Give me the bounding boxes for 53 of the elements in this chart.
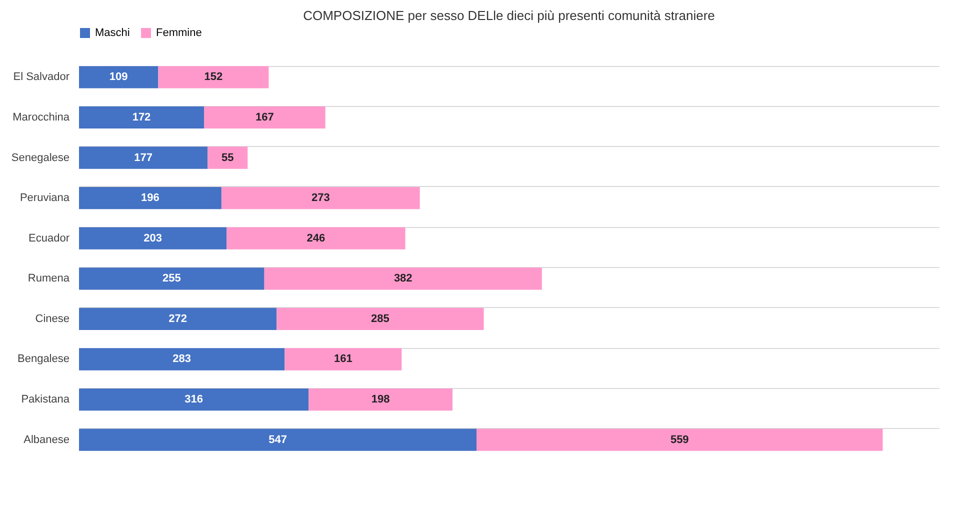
bar	[158, 66, 269, 88]
bar	[79, 106, 204, 129]
y-tick-label: El Salvador	[13, 71, 70, 84]
bar	[284, 348, 402, 370]
bar	[79, 186, 222, 210]
bar	[79, 348, 285, 370]
bar	[308, 388, 453, 411]
data-label: 177	[134, 152, 152, 164]
data-label: 203	[144, 232, 162, 244]
bar	[276, 308, 484, 330]
bar	[264, 268, 542, 290]
data-label: 152	[204, 71, 223, 84]
bar	[79, 268, 264, 290]
y-tick-label: Bengalese	[18, 353, 70, 366]
data-label: 167	[255, 111, 274, 124]
y-tick-label: Albanese	[24, 434, 70, 446]
data-label: 255	[162, 272, 181, 285]
data-label: 283	[172, 353, 192, 366]
y-tick-label: Pakistana	[21, 394, 70, 406]
data-label: 172	[132, 111, 151, 124]
y-tick-label: Senegalese	[11, 152, 70, 164]
legend-label: Femmine	[156, 27, 202, 39]
data-label: 196	[141, 192, 160, 204]
bar	[204, 106, 326, 129]
bar	[226, 227, 406, 250]
data-label: 559	[670, 434, 689, 446]
data-label: 273	[311, 192, 330, 204]
y-tick-label: Cinese	[35, 312, 70, 325]
bar	[208, 146, 248, 169]
y-tick-label: Peruviana	[20, 192, 70, 204]
bar	[79, 428, 477, 451]
data-label: 382	[394, 272, 412, 285]
y-tick-label: Rumena	[28, 272, 70, 285]
bar	[79, 227, 227, 250]
bar	[79, 308, 277, 330]
data-label: 55	[221, 152, 234, 164]
data-label: 198	[371, 394, 390, 406]
y-tick-label: Marocchina	[12, 111, 70, 124]
bar	[79, 66, 158, 88]
data-label: 246	[306, 232, 326, 244]
data-label: 161	[334, 353, 352, 366]
chart-title: COMPOSIZIONE per sesso DELle dieci più presenti comunità straniere	[303, 8, 715, 23]
data-label: 547	[268, 434, 287, 446]
bar	[221, 186, 420, 210]
bar	[79, 146, 208, 169]
data-label: 109	[109, 71, 128, 84]
data-label: 272	[168, 312, 188, 325]
data-label: 316	[184, 394, 203, 406]
legend-label: Maschi	[95, 27, 130, 39]
bar	[79, 388, 309, 411]
data-label: 285	[371, 312, 390, 325]
y-tick-label: Ecuador	[28, 232, 70, 244]
bar	[476, 428, 883, 451]
